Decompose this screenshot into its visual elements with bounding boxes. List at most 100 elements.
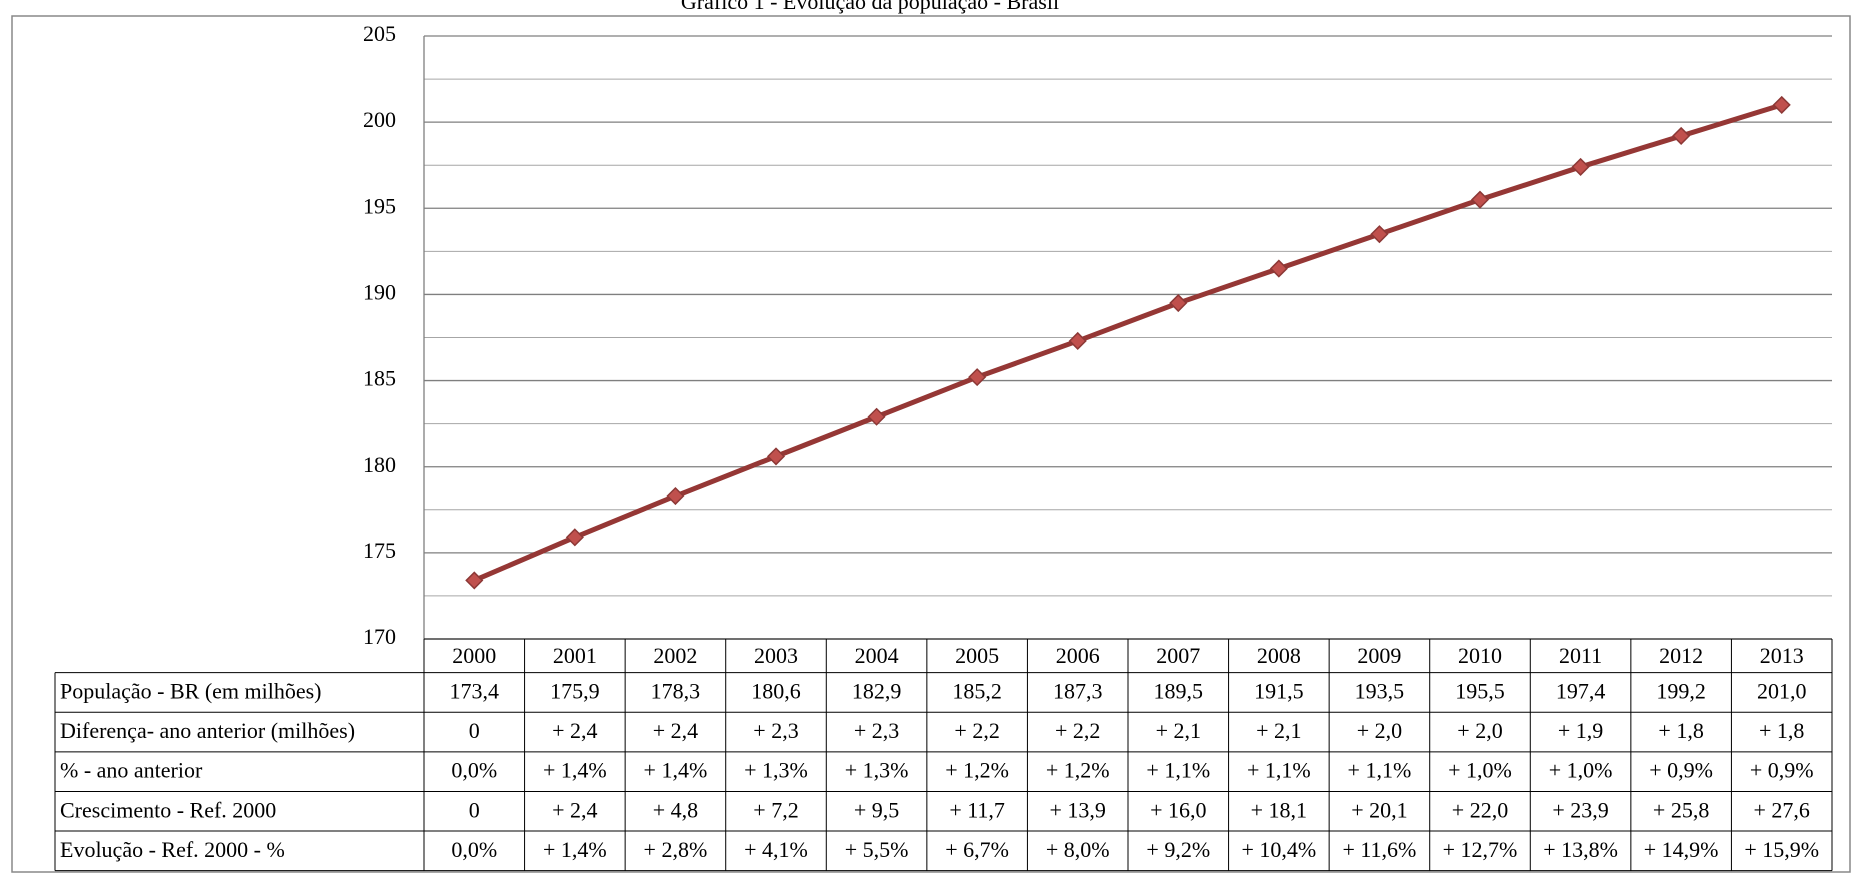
row-label: Evolução - Ref. 2000 - % bbox=[60, 837, 285, 862]
marker bbox=[766, 447, 786, 466]
data-label: 191,5 bbox=[1254, 679, 1304, 704]
chart-title: Gráfico 1 - Evolução da população - Bras… bbox=[681, 0, 1059, 14]
table-cell: + 11,7 bbox=[949, 797, 1005, 822]
table-cell: + 9,5 bbox=[854, 797, 899, 822]
table-cell: + 20,1 bbox=[1351, 797, 1407, 822]
table-cell: + 11,6% bbox=[1342, 837, 1416, 862]
table-cell: 0 bbox=[469, 797, 480, 822]
table-cell: + 7,2 bbox=[753, 797, 798, 822]
y-tick-label: 195 bbox=[363, 193, 396, 218]
table-cell: + 13,9 bbox=[1050, 797, 1106, 822]
data-label: 197,4 bbox=[1556, 679, 1606, 704]
x-tick-label: 2010 bbox=[1458, 643, 1502, 668]
marker bbox=[1470, 190, 1490, 209]
data-label: 201,0 bbox=[1757, 679, 1807, 704]
y-tick-label: 175 bbox=[363, 538, 396, 563]
marker bbox=[465, 571, 484, 590]
data-label: 178,3 bbox=[651, 679, 701, 704]
table-cell: + 1,3% bbox=[845, 758, 909, 783]
table-cell: + 14,9% bbox=[1644, 837, 1719, 862]
table-cell: + 9,2% bbox=[1146, 837, 1210, 862]
marker bbox=[565, 528, 584, 547]
table-cell: + 0,9% bbox=[1750, 758, 1814, 783]
y-tick-label: 205 bbox=[363, 21, 396, 46]
table-cell: + 15,9% bbox=[1744, 837, 1819, 862]
marker bbox=[1672, 126, 1691, 145]
x-tick-label: 2004 bbox=[855, 643, 899, 668]
data-label: 182,9 bbox=[852, 679, 902, 704]
data-label: 175,9 bbox=[550, 679, 600, 704]
table-cell: + 1,9 bbox=[1558, 718, 1603, 743]
table-cell: + 4,8 bbox=[653, 797, 698, 822]
table-cell: + 1,8 bbox=[1759, 718, 1804, 743]
table-cell: + 16,0 bbox=[1150, 797, 1206, 822]
row-label: Diferença- ano anterior (milhões) bbox=[60, 718, 355, 743]
row-label: % - ano anterior bbox=[60, 758, 203, 783]
table-cell: + 2,3 bbox=[854, 718, 899, 743]
marker bbox=[666, 486, 685, 506]
marker bbox=[1571, 157, 1590, 176]
x-tick-label: 2008 bbox=[1257, 643, 1301, 668]
data-label: 185,2 bbox=[952, 679, 1002, 704]
data-label: 195,5 bbox=[1455, 679, 1505, 704]
table-cell: + 1,4% bbox=[543, 758, 607, 783]
marker bbox=[867, 407, 886, 426]
y-tick-label: 170 bbox=[363, 624, 396, 649]
table-cell: + 1,2% bbox=[945, 758, 1009, 783]
table-cell: + 2,2 bbox=[1055, 718, 1100, 743]
x-tick-label: 2013 bbox=[1760, 643, 1804, 668]
table-cell: + 2,2 bbox=[954, 718, 999, 743]
table-cell: + 2,1 bbox=[1156, 718, 1201, 743]
data-label: 180,6 bbox=[751, 679, 801, 704]
x-tick-label: 2001 bbox=[553, 643, 597, 668]
x-tick-label: 2006 bbox=[1056, 643, 1100, 668]
table-cell: + 23,9 bbox=[1552, 797, 1608, 822]
marker bbox=[1772, 95, 1791, 114]
chart-frame bbox=[11, 15, 1851, 873]
table-cell: + 0,9% bbox=[1649, 758, 1713, 783]
table-cell: + 22,0 bbox=[1452, 797, 1508, 822]
table-cell: + 18,1 bbox=[1251, 797, 1307, 822]
table-cell: + 2,4 bbox=[552, 797, 597, 822]
x-tick-label: 2011 bbox=[1559, 643, 1602, 668]
row-label: Crescimento - Ref. 2000 bbox=[60, 797, 276, 822]
table-cell: + 25,8 bbox=[1653, 797, 1709, 822]
table-cell: + 1,1% bbox=[1146, 758, 1210, 783]
x-tick-label: 2009 bbox=[1357, 643, 1401, 668]
x-tick-label: 2005 bbox=[955, 643, 999, 668]
table-cell: + 1,2% bbox=[1046, 758, 1110, 783]
y-tick-label: 180 bbox=[363, 452, 396, 477]
table-cell: + 1,0% bbox=[1448, 758, 1512, 783]
table-cell: + 2,4 bbox=[552, 718, 597, 743]
y-tick-label: 190 bbox=[363, 279, 396, 304]
data-label: 189,5 bbox=[1154, 679, 1204, 704]
table-cell: + 1,4% bbox=[644, 758, 708, 783]
data-label: 193,5 bbox=[1355, 679, 1405, 704]
marker bbox=[1269, 259, 1288, 278]
data-label: 199,2 bbox=[1656, 679, 1706, 704]
table-cell: + 2,4 bbox=[653, 718, 698, 743]
x-tick-label: 2002 bbox=[653, 643, 697, 668]
table-cell: + 1,8 bbox=[1658, 718, 1703, 743]
x-tick-label: 2007 bbox=[1156, 643, 1200, 668]
table-cell: + 5,5% bbox=[845, 837, 909, 862]
x-tick-label: 2000 bbox=[452, 643, 496, 668]
y-tick-label: 185 bbox=[363, 366, 396, 391]
table-cell: + 12,7% bbox=[1443, 837, 1518, 862]
data-label: 187,3 bbox=[1053, 679, 1103, 704]
table-cell: 0,0% bbox=[451, 758, 497, 783]
table-cell: + 4,1% bbox=[744, 837, 808, 862]
data-label: 173,4 bbox=[450, 679, 500, 704]
table-cell: + 2,3 bbox=[753, 718, 798, 743]
table-cell: + 13,8% bbox=[1543, 837, 1618, 862]
table-cell: + 1,1% bbox=[1247, 758, 1311, 783]
row-label: População - BR (em milhões) bbox=[60, 679, 322, 704]
table-cell: + 27,6 bbox=[1754, 797, 1810, 822]
marker bbox=[1169, 293, 1188, 313]
table-cell: + 2,8% bbox=[644, 837, 708, 862]
table-cell: + 2,0 bbox=[1357, 718, 1402, 743]
table-cell: + 2,1 bbox=[1256, 718, 1301, 743]
y-tick-label: 200 bbox=[363, 107, 396, 132]
table-cell: + 10,4% bbox=[1241, 837, 1316, 862]
